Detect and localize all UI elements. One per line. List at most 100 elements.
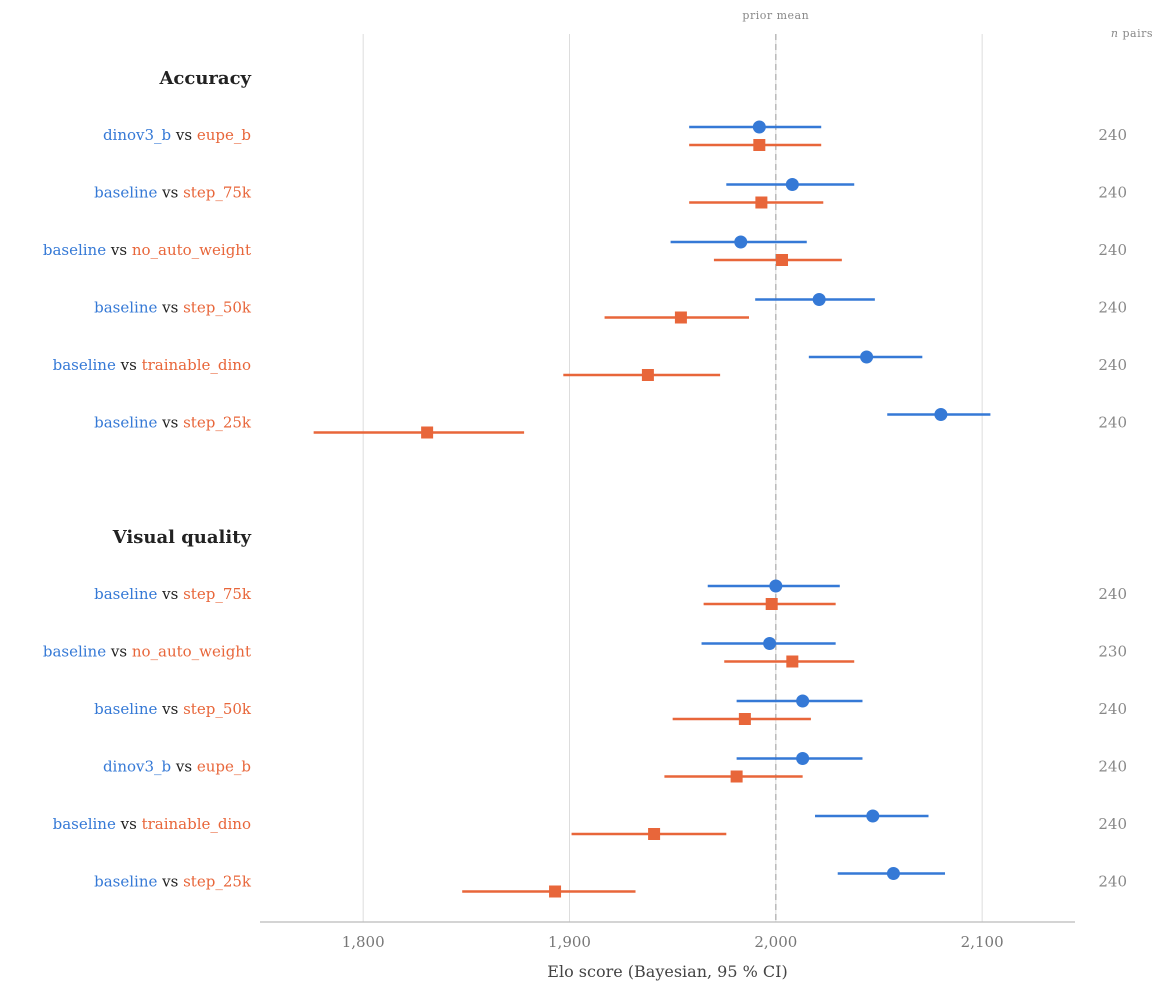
n-pairs-value: 230 <box>1098 643 1127 661</box>
left-model-name: baseline <box>43 643 106 661</box>
right-model-name: step_75k <box>183 585 252 603</box>
left-model-name: baseline <box>94 700 157 718</box>
right-model-name: step_50k <box>183 299 252 317</box>
n-pairs-value: 240 <box>1098 241 1127 259</box>
right-estimate-point <box>765 598 778 610</box>
left-model-name: baseline <box>94 873 157 891</box>
left-model-name: baseline <box>53 815 116 833</box>
right-model-name: eupe_b <box>197 126 251 144</box>
vs-text: vs <box>116 356 142 374</box>
n-pairs-value: 240 <box>1098 414 1127 432</box>
n-pairs-value: 240 <box>1098 873 1127 891</box>
n-pairs-value: 240 <box>1098 356 1127 374</box>
right-model-name: no_auto_weight <box>132 241 251 259</box>
vs-text: vs <box>116 815 142 833</box>
left-model-name: dinov3_b <box>103 126 171 144</box>
n-header-symbol: n <box>1111 27 1119 40</box>
left-model-name: dinov3_b <box>103 758 171 776</box>
right-estimate-point <box>755 196 768 209</box>
vs-text: vs <box>106 643 132 661</box>
x-axis-label: Elo score (Bayesian, 95 % CI) <box>547 962 787 981</box>
grid-layer <box>362 34 983 922</box>
comparison-row: dinov3_b vs eupe_b 240 <box>103 120 1127 151</box>
x-tick-label: 2,100 <box>961 933 1004 951</box>
right-model-name: step_50k <box>183 700 252 718</box>
comparison-row: baseline vs trainable_dino 240 <box>53 350 1127 381</box>
right-estimate-point <box>641 369 654 381</box>
vs-text: vs <box>157 414 183 432</box>
left-estimate-point <box>785 178 799 191</box>
vs-text: vs <box>106 241 132 259</box>
n-pairs-value: 240 <box>1098 126 1127 144</box>
right-estimate-point <box>753 139 766 151</box>
comparison-label: baseline vs step_50k <box>94 700 252 718</box>
left-model-name: baseline <box>94 184 157 202</box>
left-estimate-point <box>763 637 777 650</box>
left-model-name: baseline <box>94 585 157 603</box>
comparison-row: baseline vs step_50k 240 <box>94 694 1127 725</box>
comparison-row: dinov3_b vs eupe_b 240 <box>103 752 1127 783</box>
n-pairs-value: 240 <box>1098 758 1127 776</box>
right-model-name: no_auto_weight <box>132 643 251 661</box>
n-pairs-value: 240 <box>1098 585 1127 603</box>
comparison-row: baseline vs step_25k 240 <box>94 408 1127 439</box>
comparison-label: baseline vs step_75k <box>94 585 252 603</box>
left-model-name: baseline <box>43 241 106 259</box>
comparison-label: dinov3_b vs eupe_b <box>103 126 251 144</box>
right-estimate-point <box>786 655 799 668</box>
comparison-label: baseline vs trainable_dino <box>53 815 251 833</box>
right-estimate-point <box>549 885 562 898</box>
comparison-row: baseline vs step_75k 240 <box>94 579 1127 610</box>
x-axis: prior mean n pairs Elo score (Bayesian, … <box>260 9 1153 981</box>
n-pairs-value: 240 <box>1098 815 1127 833</box>
left-estimate-point <box>734 235 748 249</box>
comparison-label: baseline vs step_75k <box>94 184 252 202</box>
right-model-name: trainable_dino <box>142 815 251 833</box>
left-estimate-point <box>812 293 826 306</box>
n-pairs-header: n pairs <box>1111 27 1153 40</box>
x-tick-label: 1,800 <box>342 933 385 951</box>
left-estimate-point <box>886 867 900 880</box>
left-estimate-point <box>860 350 874 364</box>
right-model-name: step_75k <box>183 184 252 202</box>
right-estimate-point <box>776 254 789 266</box>
x-tick-label: 2,000 <box>754 933 797 951</box>
vs-text: vs <box>157 585 183 603</box>
comparison-label: baseline vs no_auto_weight <box>43 241 251 259</box>
vs-text: vs <box>157 700 183 718</box>
group-title: Accuracy <box>158 68 251 89</box>
left-estimate-point <box>796 694 810 708</box>
comparison-row: baseline vs no_auto_weight 230 <box>43 637 1127 668</box>
vs-text: vs <box>171 126 197 144</box>
comparison-label: dinov3_b vs eupe_b <box>103 758 251 776</box>
comparison-row: baseline vs trainable_dino 240 <box>53 809 1127 840</box>
vs-text: vs <box>157 184 183 202</box>
right-model-name: eupe_b <box>197 758 251 776</box>
vs-text: vs <box>171 758 197 776</box>
comparison-label: baseline vs no_auto_weight <box>43 643 251 661</box>
comparison-label: baseline vs step_25k <box>94 414 252 432</box>
right-model-name: step_25k <box>183 873 252 891</box>
right-estimate-point <box>730 770 743 783</box>
comparison-label: baseline vs trainable_dino <box>53 356 251 374</box>
right-model-name: step_25k <box>183 414 252 432</box>
group-title: Visual quality <box>112 527 252 548</box>
left-model-name: baseline <box>94 299 157 317</box>
comparison-label: baseline vs step_25k <box>94 873 252 891</box>
comparison-row: baseline vs step_25k 240 <box>94 867 1127 898</box>
comparison-row: baseline vs no_auto_weight 240 <box>43 235 1127 266</box>
left-estimate-point <box>769 579 783 593</box>
n-pairs-value: 240 <box>1098 184 1127 202</box>
right-model-name: trainable_dino <box>142 356 251 374</box>
left-model-name: baseline <box>94 414 157 432</box>
right-estimate-point <box>648 828 661 840</box>
right-estimate-point <box>674 311 687 324</box>
n-pairs-value: 240 <box>1098 700 1127 718</box>
left-model-name: baseline <box>53 356 116 374</box>
comparison-row: baseline vs step_75k 240 <box>94 178 1127 209</box>
left-estimate-point <box>752 120 766 134</box>
